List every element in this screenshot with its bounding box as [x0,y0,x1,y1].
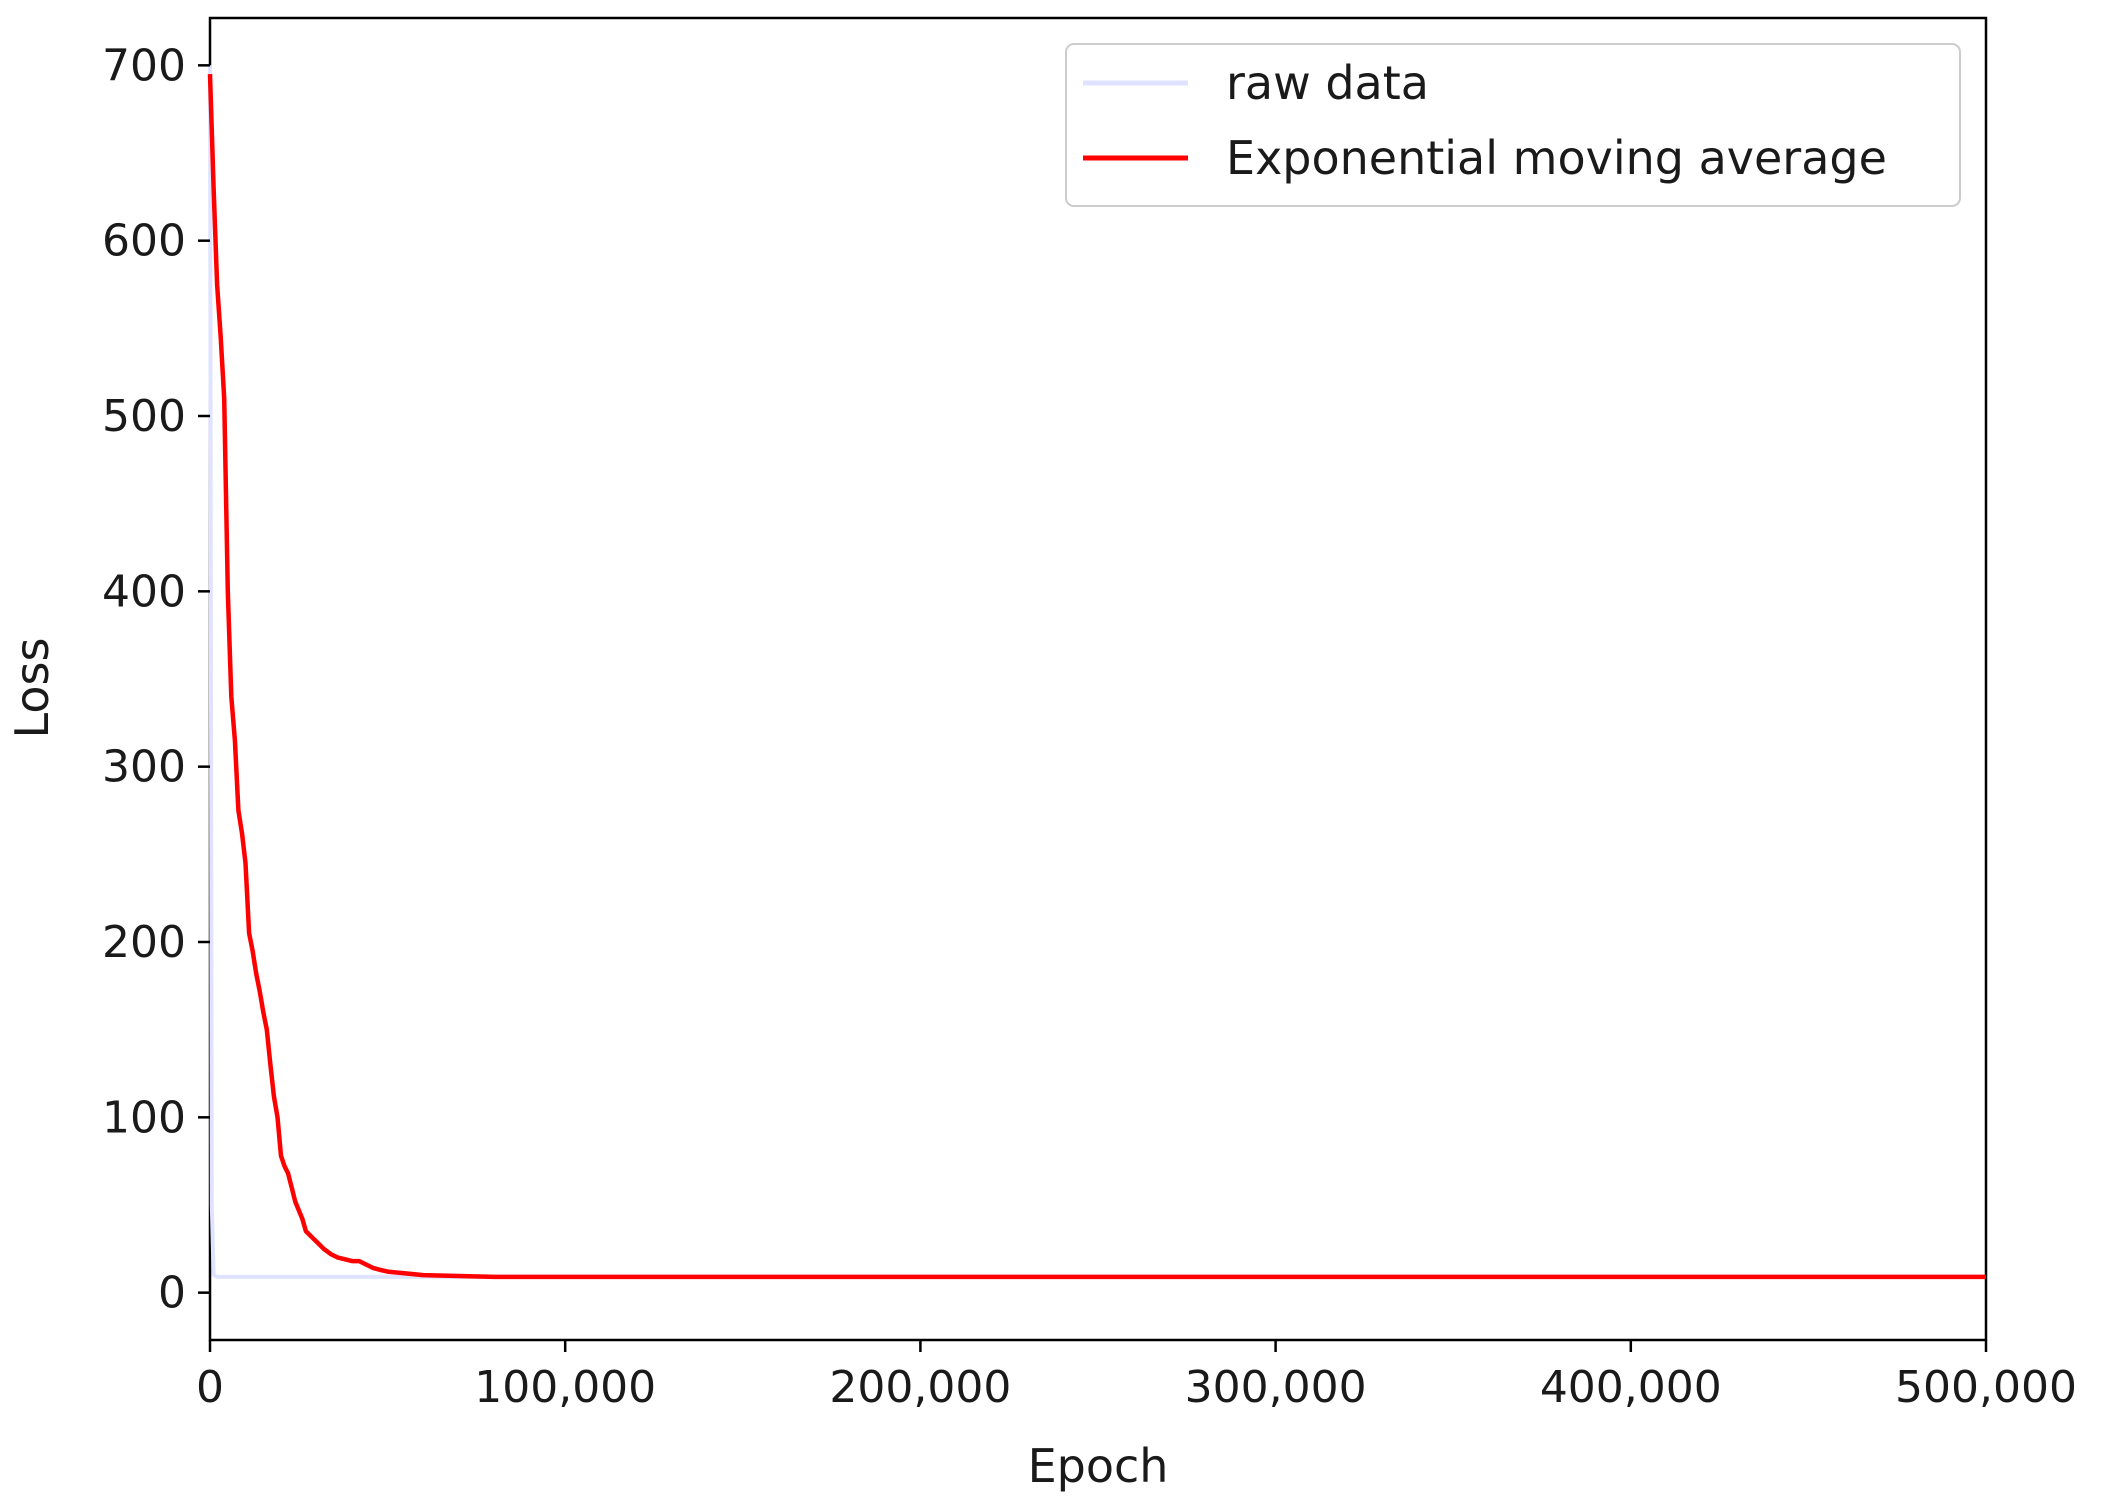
legend-label-raw-data: raw data [1226,56,1429,110]
legend-label-ema: Exponential moving average [1226,131,1887,185]
y-tick-label: 100 [102,1092,186,1143]
y-tick-label: 400 [102,566,186,617]
y-axis-title: Loss [5,638,59,739]
y-tick-label: 200 [102,917,186,968]
legend: raw data Exponential moving average [1065,43,1961,207]
series-line-raw-data [208,65,1986,1279]
y-tick-label: 0 [158,1268,186,1319]
y-tick-label: 600 [102,216,186,267]
y-axis-ticks: 0 100 200 300 400 500 600 700 [102,40,210,1319]
x-tick-label: 500,000 [1895,1362,2077,1413]
plot-frame [208,16,1988,1342]
y-tick-label: 500 [102,391,186,442]
series-layer [207,65,1986,1280]
x-axis-ticks: 0 100,000 200,000 300,000 400,000 500,000 [196,1340,2077,1413]
x-axis-title: Epoch [1028,1439,1169,1493]
legend-box [1065,43,1961,207]
series-line-ema [207,74,1986,1280]
x-tick-label: 200,000 [829,1362,1011,1413]
x-tick-label: 400,000 [1540,1362,1722,1413]
y-tick-label: 700 [102,40,186,91]
y-tick-label: 300 [102,742,186,793]
x-tick-label: 100,000 [474,1362,656,1413]
x-tick-label: 0 [196,1362,224,1413]
x-tick-label: 300,000 [1185,1362,1367,1413]
